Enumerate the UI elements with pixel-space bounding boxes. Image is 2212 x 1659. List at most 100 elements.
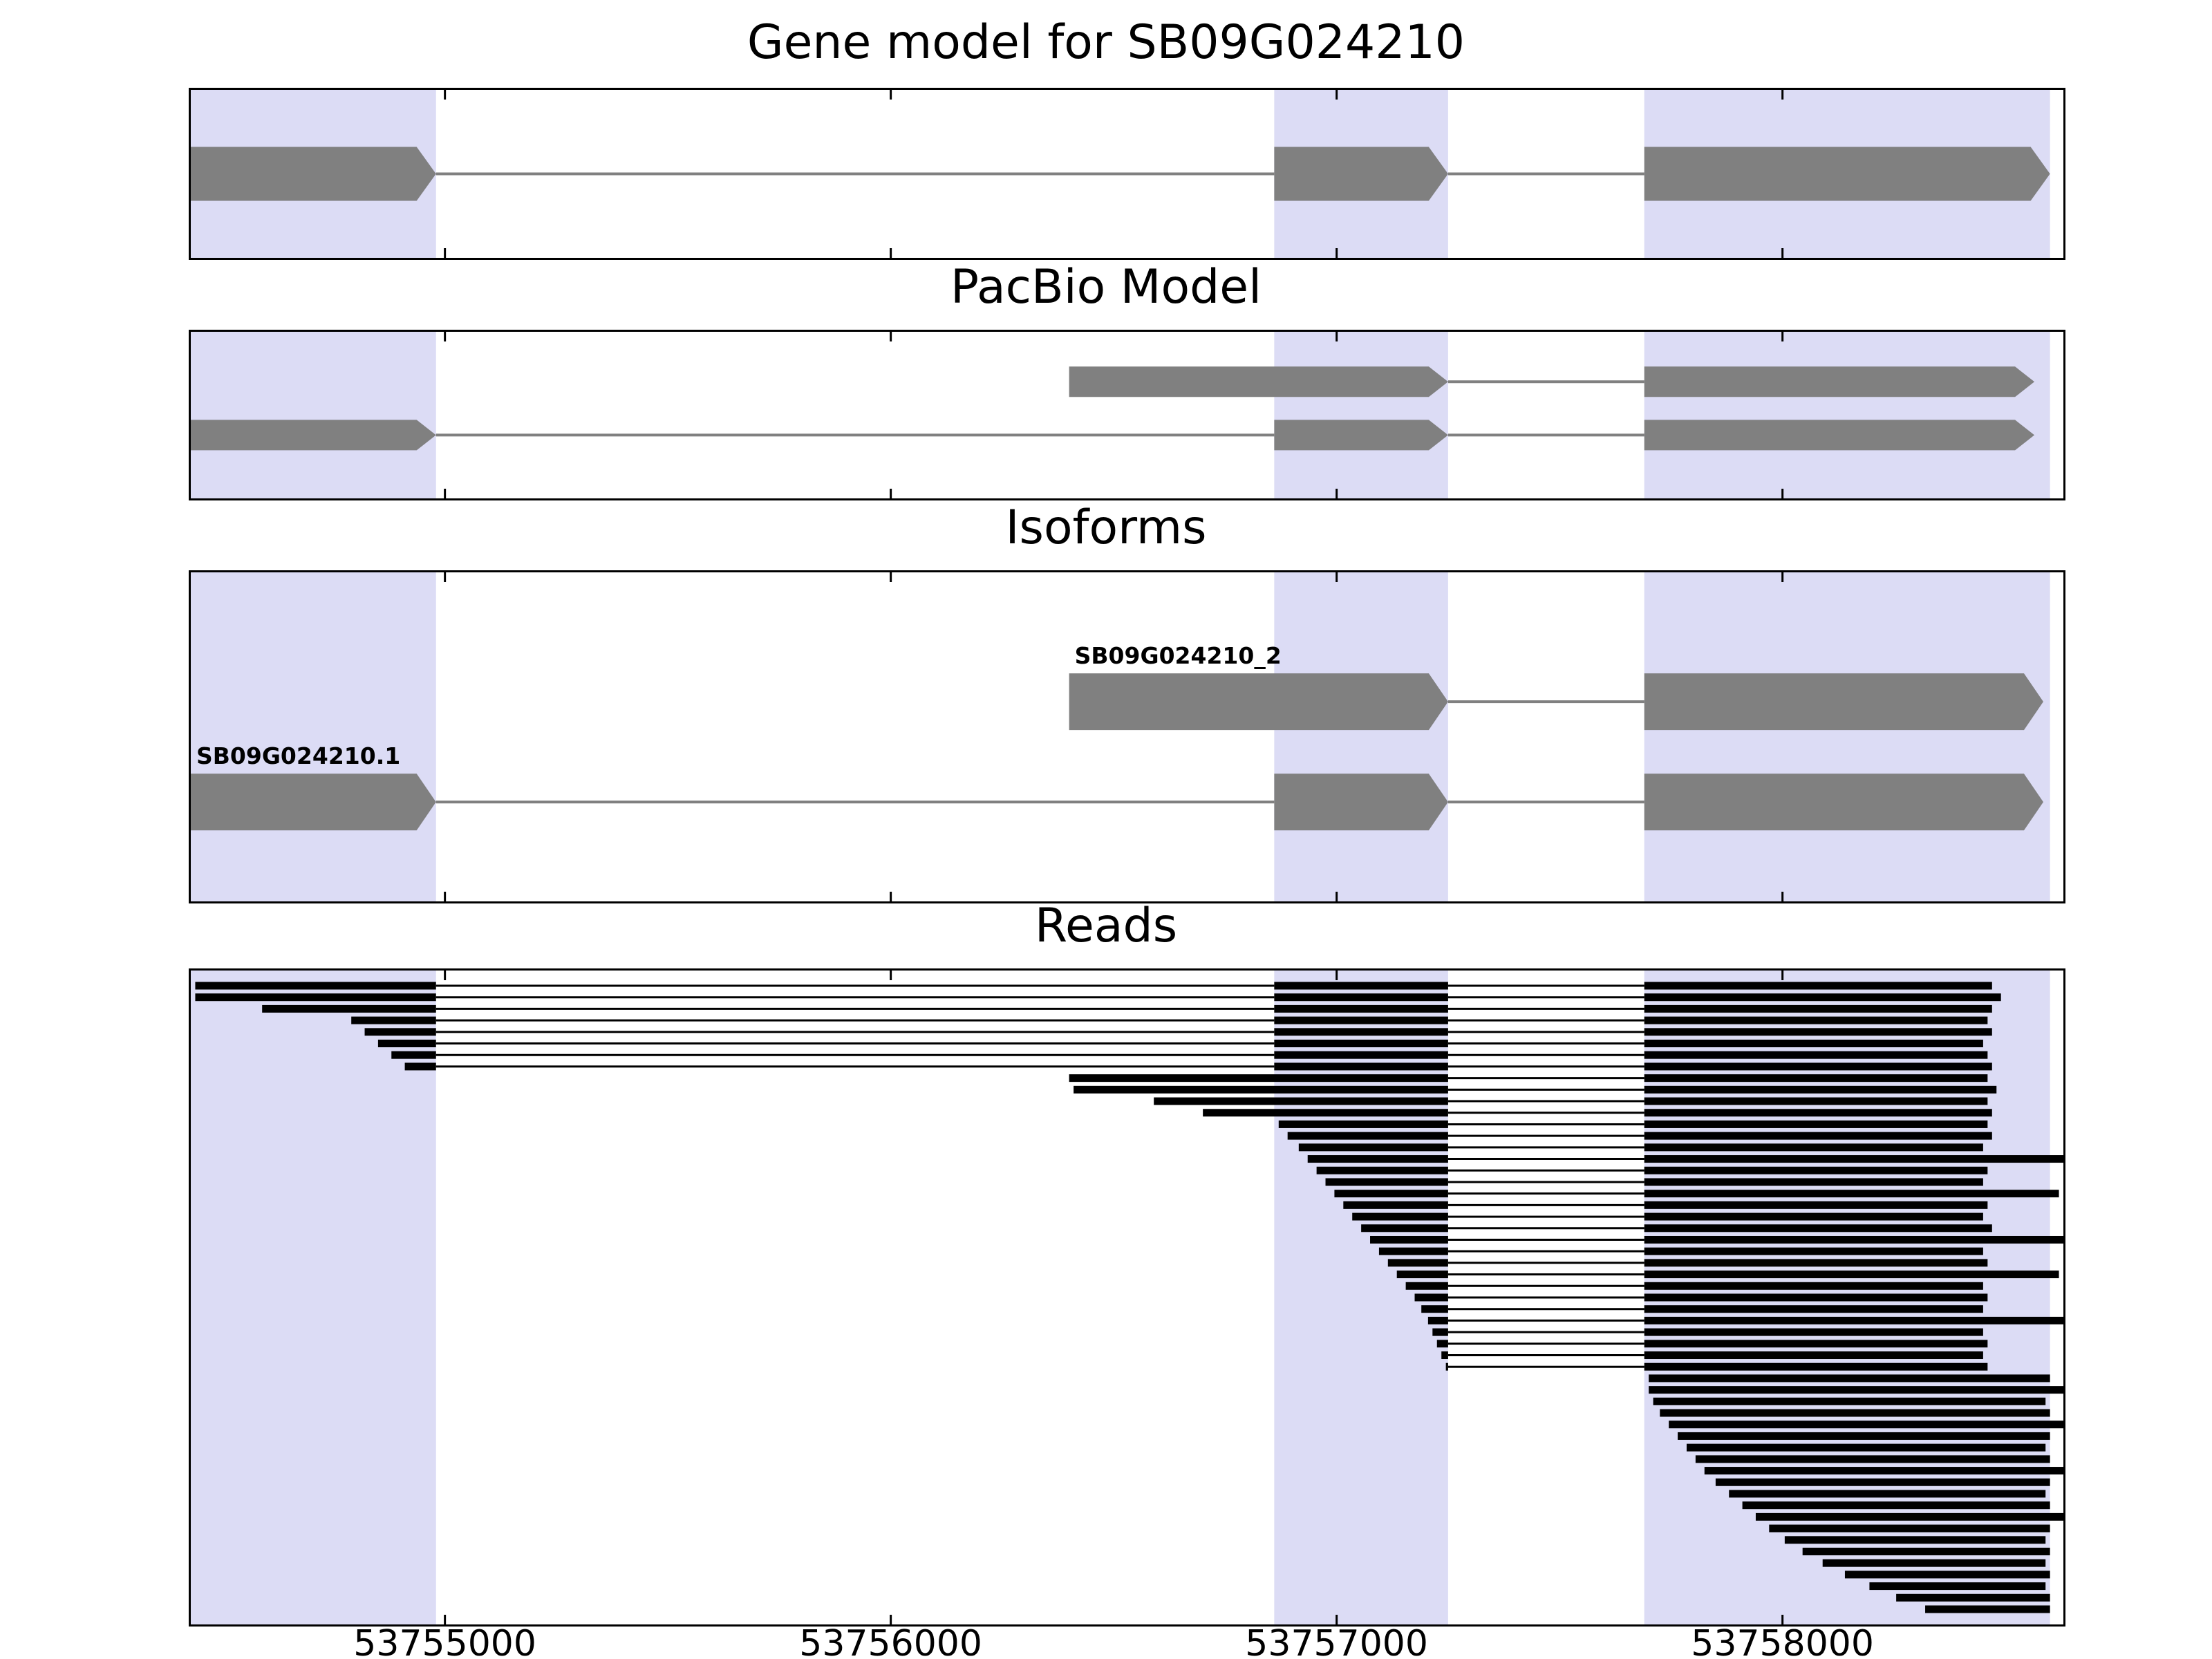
read	[1925, 1605, 2050, 1613]
read-block	[1414, 1293, 1448, 1302]
read-block	[1334, 1190, 1448, 1198]
exon	[191, 147, 436, 201]
read-block	[1644, 1293, 1988, 1302]
read-block	[1441, 1351, 1448, 1360]
read	[1432, 1328, 1983, 1336]
read	[1203, 1109, 1992, 1117]
read-block	[1686, 1443, 2046, 1452]
read	[1653, 1397, 2046, 1405]
read-block	[1653, 1397, 2046, 1405]
read	[1316, 1166, 1988, 1174]
exon	[1644, 774, 2043, 831]
read	[195, 982, 1992, 990]
exon	[1274, 147, 1448, 201]
exon-highlight-band	[1274, 572, 1448, 901]
read	[404, 1062, 1992, 1071]
read-block	[1822, 1559, 2046, 1567]
transcript: SB09G024210_2	[1069, 642, 2043, 731]
read	[1414, 1293, 1988, 1302]
isoforms-panel: SB09G024210_2 SB09G024210.1	[189, 570, 2065, 903]
isoform-label: SB09G024210_2	[1075, 642, 1282, 669]
read-block	[1925, 1605, 2050, 1613]
read-block	[1644, 1085, 1997, 1094]
read-block	[1644, 1097, 1988, 1105]
read-block	[1074, 1085, 1448, 1094]
read-block	[1660, 1409, 2050, 1417]
read-block	[1274, 1004, 1448, 1013]
read	[351, 1016, 1988, 1024]
panel-title-pacbio-model: PacBio Model	[950, 260, 1262, 315]
isoforms-plot: SB09G024210_2 SB09G024210.1	[191, 572, 2050, 901]
read-block	[1644, 1271, 2059, 1279]
read-block	[1432, 1328, 1448, 1336]
read-block	[1203, 1109, 1448, 1117]
read	[1715, 1478, 2050, 1486]
transcript	[1069, 366, 2035, 397]
x-tick-label: 53756000	[799, 1623, 982, 1659]
read-block	[1274, 993, 1448, 1002]
read-block	[1644, 1040, 1983, 1048]
read-block	[1325, 1178, 1448, 1186]
read	[1822, 1559, 2046, 1567]
read-block	[1644, 1247, 1983, 1255]
read	[1436, 1340, 1988, 1348]
read-block	[1274, 982, 1448, 990]
read-block	[1352, 1212, 1448, 1221]
read-block	[1784, 1536, 2046, 1544]
read-block	[1644, 1109, 1992, 1117]
read-block	[364, 1028, 436, 1036]
read-block	[1729, 1490, 2046, 1498]
read	[1686, 1443, 2046, 1452]
read-block	[1644, 1362, 1988, 1371]
read-block	[1436, 1340, 1448, 1348]
read	[1704, 1467, 2063, 1475]
transcript: SB09G024210.1	[191, 742, 2043, 831]
read-block	[391, 1051, 436, 1059]
read-block	[1316, 1166, 1448, 1174]
read	[1445, 1362, 1988, 1371]
read	[1755, 1512, 2063, 1521]
read-block	[1405, 1282, 1448, 1290]
read-block	[377, 1040, 436, 1048]
read-block	[1644, 1074, 1988, 1082]
read	[1729, 1490, 2046, 1498]
read-block	[1644, 1166, 1988, 1174]
exon	[191, 774, 436, 831]
read	[1361, 1224, 1992, 1232]
read-block	[1274, 1028, 1448, 1036]
read-block	[1644, 1051, 1988, 1059]
reads-plot	[191, 971, 2063, 1624]
read-block	[1287, 1132, 1448, 1140]
read-block	[1644, 982, 1992, 990]
read-block	[1704, 1467, 2063, 1475]
panel-title-gene-model: Gene model for SB09G024210	[747, 15, 1465, 70]
x-tick-label: 53755000	[353, 1623, 536, 1659]
read	[1278, 1120, 1988, 1128]
read-block	[1644, 1178, 1983, 1186]
read	[1649, 1374, 2050, 1382]
read	[1802, 1547, 2050, 1555]
read-block	[1298, 1143, 1448, 1152]
read-block	[1802, 1547, 2050, 1555]
exon-highlight-band	[1274, 332, 1448, 498]
read-block	[1715, 1478, 2050, 1486]
read-block	[1644, 1340, 1988, 1348]
read	[1074, 1085, 1997, 1094]
panel-title-reads: Reads	[1034, 899, 1178, 953]
exon	[1644, 366, 2035, 397]
exon	[1644, 420, 2035, 451]
read-block	[1644, 1259, 1988, 1267]
read	[1396, 1271, 2059, 1279]
read	[1069, 1074, 1988, 1082]
read-block	[1644, 1190, 2059, 1198]
read-block	[1427, 1316, 1448, 1324]
read-block	[1644, 1351, 1983, 1360]
read-block	[1154, 1097, 1448, 1105]
read-block	[1644, 1028, 1992, 1036]
read	[1378, 1247, 1983, 1255]
read-block	[1644, 1120, 1988, 1128]
transcript	[191, 147, 2050, 201]
read	[1784, 1536, 2046, 1544]
exon-highlight-band	[1644, 332, 2050, 498]
